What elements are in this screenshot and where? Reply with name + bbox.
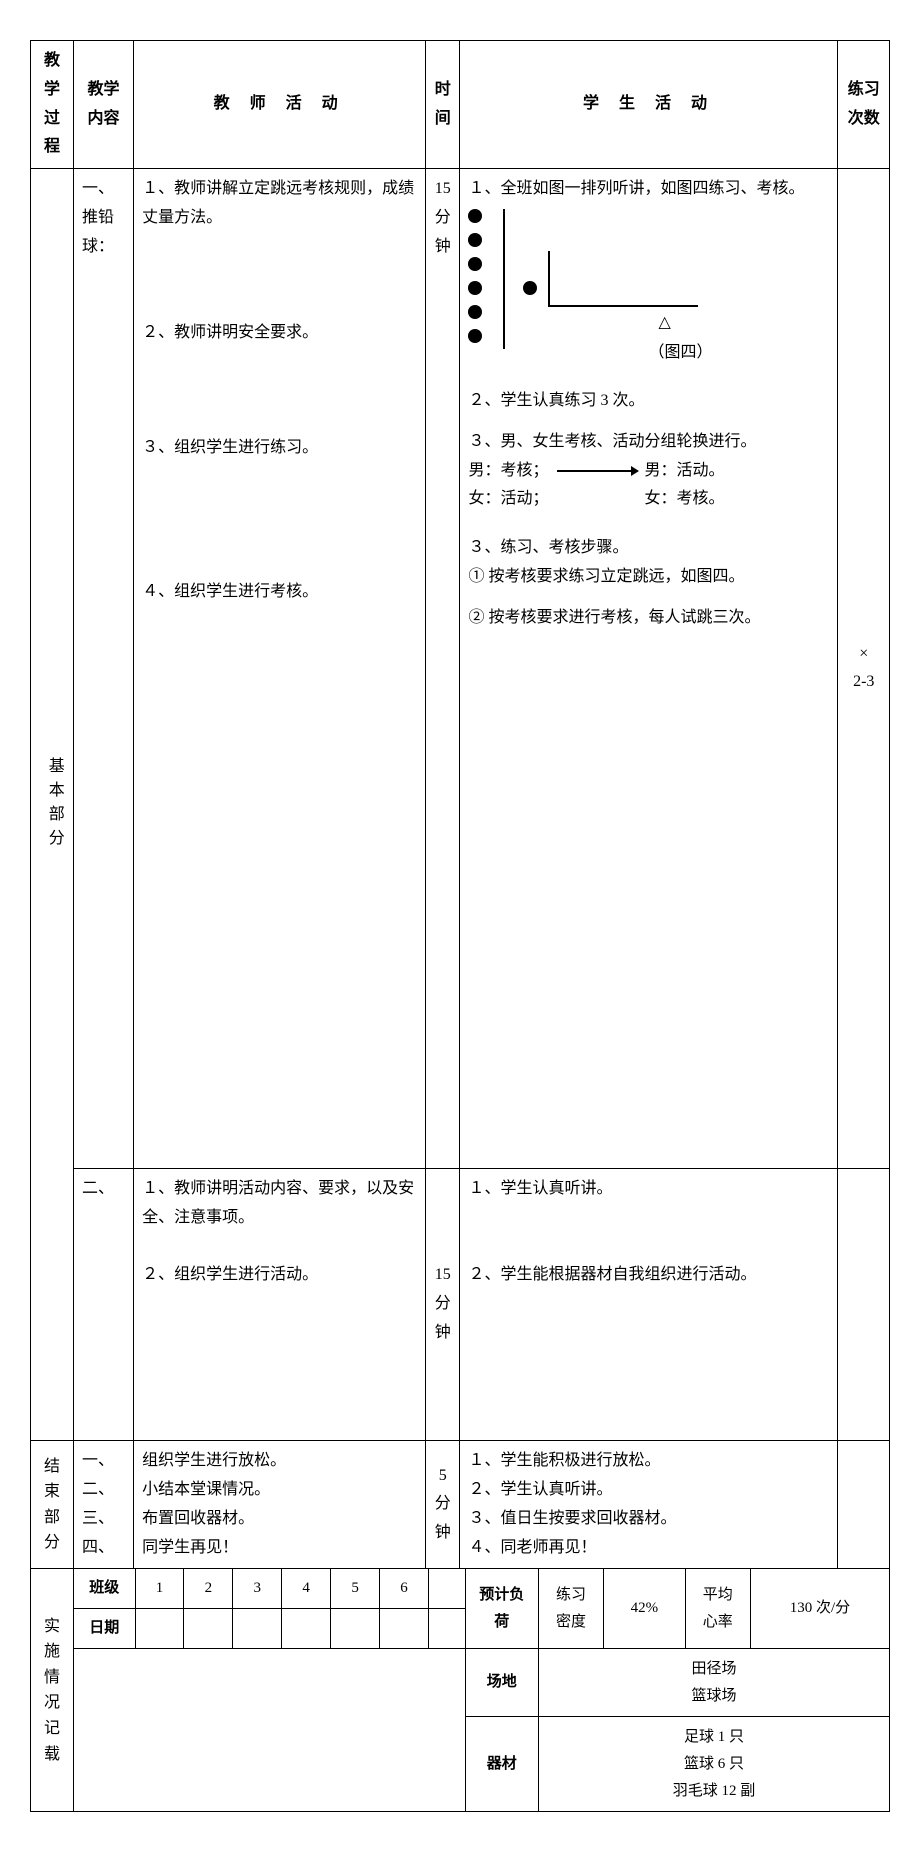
basic1-content: 一、推铅球： [73,169,133,1169]
basic1-student: １、全班如图一排列听讲，如图四练习、考核。 △ （图四） ２、学生认真练习 3 … [460,169,838,1169]
h-student: 学 生 活 动 [460,41,838,169]
venue-label: 场地 [465,1649,538,1717]
class-4: 4 [282,1569,331,1609]
class-1: 1 [135,1569,184,1609]
h-time: 时间 [426,41,460,169]
basic-row-2: 二、 １、教师讲明活动内容、要求，以及安全、注意事项。 ２、组织学生进行活动。 … [31,1168,890,1440]
h-count: 练习次数 [838,41,890,169]
basic2-teacher: １、教师讲明活动内容、要求，以及安全、注意事项。 ２、组织学生进行活动。 [134,1168,426,1440]
arrow-icon [557,470,637,472]
impl-row: 实施情况记载 班级 1 2 3 4 5 6 预计负荷 [31,1569,890,1812]
impl-process-label: 实施情况记载 [31,1604,73,1778]
blank-sep [428,1569,465,1609]
class-label: 班级 [74,1569,135,1609]
hr-val: 130 次/分 [750,1569,889,1649]
formation-diagram: △ （图四） [468,209,728,379]
h-teacher: 教 师 活 动 [134,41,426,169]
end-student: １、学生能积极进行放松。 ２、学生认真听讲。 ３、值日生按要求回收器材。 ４、同… [460,1441,838,1569]
class-5: 5 [331,1569,380,1609]
basic1-teacher: １、教师讲解立定跳远考核规则，成绩丈量方法。 ２、教师讲明安全要求。 ３、组织学… [134,169,426,1169]
density-label: 练习 密度 [538,1569,603,1649]
impl-table: 班级 1 2 3 4 5 6 预计负荷 练习 密度 42% 平均 心率 130 … [74,1569,889,1811]
class-6: 6 [380,1569,429,1609]
basic1-student-intro: １、全班如图一排列听讲，如图四练习、考核。 [468,175,829,204]
basic1-student-p4-2: ② 按考核要求进行考核，每人试跳三次。 [468,604,829,633]
equip-val: 足球 1 只 篮球 6 只 羽毛球 12 副 [538,1717,889,1812]
end-row: 结束部分 一、 二、 三、 四、 组织学生进行放松。 小结本堂课情况。 布置回收… [31,1441,890,1569]
basic1-student-p2: ２、学生认真练习 3 次。 [468,387,829,416]
venue-val: 田径场 篮球场 [538,1649,889,1717]
basic2-time: 15分钟 [426,1168,460,1440]
end-time: 5分钟 [426,1441,460,1569]
date-2 [184,1609,233,1649]
end-process-cell: 结束部分 [31,1441,74,1569]
end-content: 一、 二、 三、 四、 [73,1441,133,1569]
blank-sep2 [428,1609,465,1649]
class-3: 3 [233,1569,282,1609]
basic1-count: × 2-3 [838,169,890,1169]
basic-process-label: 基本部分 [39,175,68,1434]
basic1-student-p4: ３、练习、考核步骤。 [468,534,829,563]
class-2: 2 [184,1569,233,1609]
density-val: 42% [604,1569,686,1649]
date-6 [380,1609,429,1649]
date-4 [282,1609,331,1649]
end-process-label: 结束部分 [39,1454,65,1556]
basic-row-1: 基本部分 一、推铅球： １、教师讲解立定跳远考核规则，成绩丈量方法。 ２、教师讲… [31,169,890,1169]
basic2-content: 二、 [73,1168,133,1440]
impl-process-cell: 实施情况记载 [31,1569,74,1812]
load-label: 预计负荷 [465,1569,538,1649]
date-1 [135,1609,184,1649]
impl-container: 班级 1 2 3 4 5 6 预计负荷 练习 密度 42% 平均 心率 130 … [73,1569,889,1812]
date-3 [233,1609,282,1649]
basic-process-cell: 基本部分 [31,169,74,1441]
basic1-student-p4-1: ① 按考核要求练习立定跳远，如图四。 [468,563,829,592]
impl-notes [74,1649,465,1812]
rotation-female: 女：活动； 女：考核。 [468,485,829,514]
header-row: 教学过程 教学内容 教 师 活 动 时间 学 生 活 动 练习次数 [31,41,890,169]
basic1-time: 15分钟 [426,169,460,1169]
rotation-male: 男：考核； 男：活动。 [468,457,829,486]
hr-label: 平均 心率 [685,1569,750,1649]
basic2-count [838,1168,890,1440]
end-teacher: 组织学生进行放松。 小结本堂课情况。 布置回收器材。 同学生再见！ [134,1441,426,1569]
equip-label: 器材 [465,1717,538,1812]
teacher-marker: △ [658,309,670,338]
h-content: 教学内容 [73,41,133,169]
lesson-plan-table: 教学过程 教学内容 教 师 活 动 时间 学 生 活 动 练习次数 基本部分 一… [30,40,890,1812]
date-5 [331,1609,380,1649]
end-count [838,1441,890,1569]
date-label: 日期 [74,1609,135,1649]
basic1-student-p3: ３、男、女生考核、活动分组轮换进行。 [468,428,829,457]
basic2-student: １、学生认真听讲。 ２、学生能根据器材自我组织进行活动。 [460,1168,838,1440]
fig-label: （图四） [648,339,712,368]
h-process: 教学过程 [31,41,74,169]
